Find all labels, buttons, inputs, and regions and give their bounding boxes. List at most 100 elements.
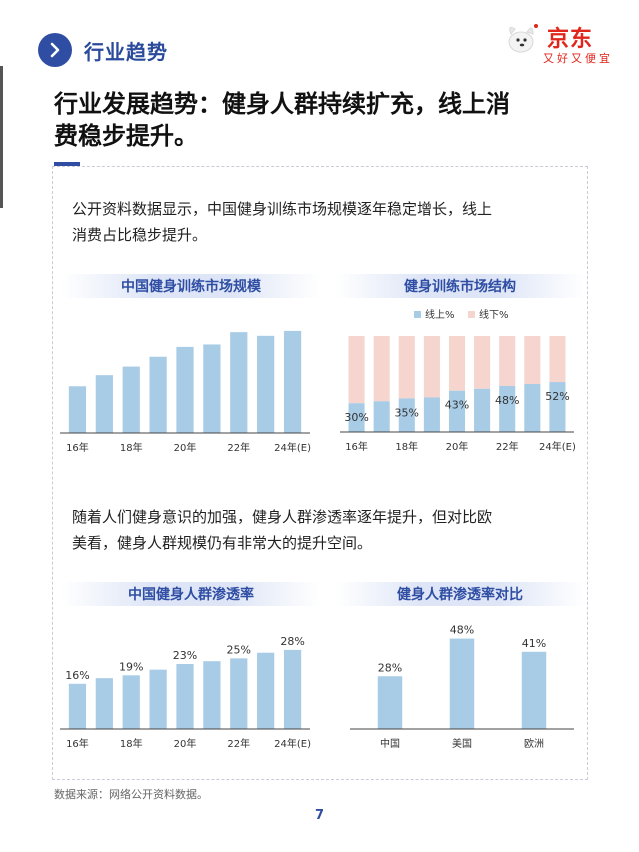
chart-market-structure: 线上% 线下% 30% 35% 43% 48% 52% 16年 18年 20年 22年 24年(E) xyxy=(340,308,576,453)
section-title: 行业趋势 xyxy=(84,39,168,64)
tick-label-2: 20年 xyxy=(174,441,197,454)
data-label-8: 52% xyxy=(545,390,569,403)
bar-online-3 xyxy=(423,397,440,432)
bar-offline-4 xyxy=(448,336,466,391)
bar-offline-7 xyxy=(524,336,541,384)
legend-swatch-online xyxy=(414,311,421,318)
paragraph-penetration-line-1: 随着人们健身意识的加强，健身人群渗透率逐年提升，但对比欧 xyxy=(72,508,493,526)
data-label-0: 16% xyxy=(65,669,89,682)
tick-label-3: 22年 xyxy=(227,441,250,454)
brand-slogan: 又好又便宜 xyxy=(543,52,613,65)
left-edge-rule xyxy=(0,66,3,208)
bar-8 xyxy=(283,330,302,433)
tick-label-3: 22年 xyxy=(496,440,519,453)
bar-6 xyxy=(230,658,248,729)
chart-penetration-china: 16% 19% 23% 25% 28% 16年 18年 20年 22年 24年(E) xyxy=(60,635,311,750)
data-label-2: 35% xyxy=(395,406,419,419)
data-label-6: 48% xyxy=(495,394,519,407)
bar-online-2 xyxy=(398,398,415,432)
data-label-8: 28% xyxy=(280,635,304,648)
jd-dog-icon xyxy=(508,24,538,53)
bar-7 xyxy=(257,335,275,433)
page-title-line-2: 费稳步提升。 xyxy=(54,122,198,150)
bar-3 xyxy=(149,356,167,433)
bar-online-8 xyxy=(549,382,566,432)
bar-2 xyxy=(122,366,140,433)
bar-offline-1 xyxy=(373,336,390,402)
source-note: 数据来源：网络公开资料数据。 xyxy=(54,788,208,801)
bar-offline-0 xyxy=(348,336,365,404)
page-number: 7 xyxy=(314,808,325,823)
bar-4 xyxy=(176,664,194,729)
tick-label-4: 24年(E) xyxy=(539,440,576,453)
chevron-right-icon xyxy=(38,33,72,67)
bar-offline-8 xyxy=(549,336,566,383)
tick-label-1: 18年 xyxy=(120,441,143,454)
bar-offline-2 xyxy=(398,336,415,399)
bar-offline-5 xyxy=(474,336,491,389)
data-label-2: 41% xyxy=(522,637,546,650)
data-label-0: 28% xyxy=(378,661,402,674)
bar-1 xyxy=(95,678,113,729)
bar-online-6 xyxy=(499,385,516,432)
legend-swatch-offline xyxy=(468,311,475,318)
bar-offline-6 xyxy=(499,336,516,386)
bar-4 xyxy=(176,346,194,433)
tick-label-0: 16年 xyxy=(345,440,368,453)
tick-label-0: 中国 xyxy=(380,737,400,750)
bar-online-5 xyxy=(474,388,491,432)
tick-label-0: 16年 xyxy=(66,441,89,454)
tick-label-2: 20年 xyxy=(174,737,197,750)
data-label-1: 48% xyxy=(450,624,474,637)
title-underline xyxy=(54,162,80,166)
data-label-4: 23% xyxy=(173,649,197,662)
bar-1 xyxy=(449,638,475,729)
brand-name: 京东 xyxy=(547,27,594,52)
tick-label-4: 24年(E) xyxy=(274,737,311,750)
paragraph-market-line-2: 消费占比稳步提升。 xyxy=(72,226,208,244)
bar-5 xyxy=(203,344,221,433)
paragraph-market: 公开资料数据显示，中国健身训练市场规模逐年稳定增长，线上 消费占比稳步提升。 xyxy=(72,196,572,248)
paragraph-penetration: 随着人们健身意识的加强，健身人群渗透率逐年提升，但对比欧 美看，健身人群规模仍有… xyxy=(72,504,572,556)
chart-penetration-compare: 28% 48% 41% 中国 美国 欧洲 xyxy=(350,624,574,750)
bar-offline-3 xyxy=(423,336,440,398)
data-label-0: 30% xyxy=(344,411,368,424)
tick-label-1: 美国 xyxy=(452,737,472,750)
content-box xyxy=(52,166,588,780)
tick-label-2: 20年 xyxy=(446,440,469,453)
data-label-4: 43% xyxy=(445,399,469,412)
data-label-6: 25% xyxy=(227,643,251,656)
legend-label-online: 线上% xyxy=(425,308,455,321)
bar-online-0 xyxy=(348,403,365,432)
bar-2 xyxy=(521,651,547,729)
bar-0 xyxy=(377,676,403,729)
chart-2-title: 健身训练市场结构 xyxy=(336,274,584,298)
page-title: 行业发展趋势：健身人群持续扩充，线上消 费稳步提升。 xyxy=(54,88,594,152)
tick-label-3: 22年 xyxy=(227,737,250,750)
tick-label-0: 16年 xyxy=(66,737,89,750)
bar-online-7 xyxy=(524,384,541,432)
tick-label-1: 18年 xyxy=(395,440,418,453)
chart-3-title: 中国健身人群渗透率 xyxy=(62,582,320,606)
chart-1-title: 中国健身训练市场规模 xyxy=(62,274,320,298)
bar-online-4 xyxy=(448,390,466,432)
page-title-line-1: 行业发展趋势：健身人群持续扩充，线上消 xyxy=(54,90,510,118)
chart-market-size: 16年 18年 20年 22年 24年(E) xyxy=(60,330,311,454)
bar-0 xyxy=(68,683,87,729)
paragraph-market-line-1: 公开资料数据显示，中国健身训练市场规模逐年稳定增长，线上 xyxy=(72,200,493,218)
bar-1 xyxy=(95,375,113,433)
brand-logo: 京东 又好又便宜 xyxy=(507,18,619,70)
tick-label-1: 18年 xyxy=(120,737,143,750)
bar-7 xyxy=(257,652,275,729)
bar-6 xyxy=(230,332,248,433)
bar-0 xyxy=(68,386,87,433)
bar-3 xyxy=(149,669,167,729)
tick-label-4: 24年(E) xyxy=(274,441,311,454)
bar-8 xyxy=(283,649,302,729)
bar-5 xyxy=(203,661,221,729)
legend-label-offline: 线下% xyxy=(479,308,509,321)
tick-label-2: 欧洲 xyxy=(524,738,544,750)
bar-online-1 xyxy=(373,401,390,432)
paragraph-penetration-line-2: 美看，健身人群规模仍有非常大的提升空间。 xyxy=(72,534,373,552)
section-header: 行业趋势 xyxy=(38,30,168,70)
